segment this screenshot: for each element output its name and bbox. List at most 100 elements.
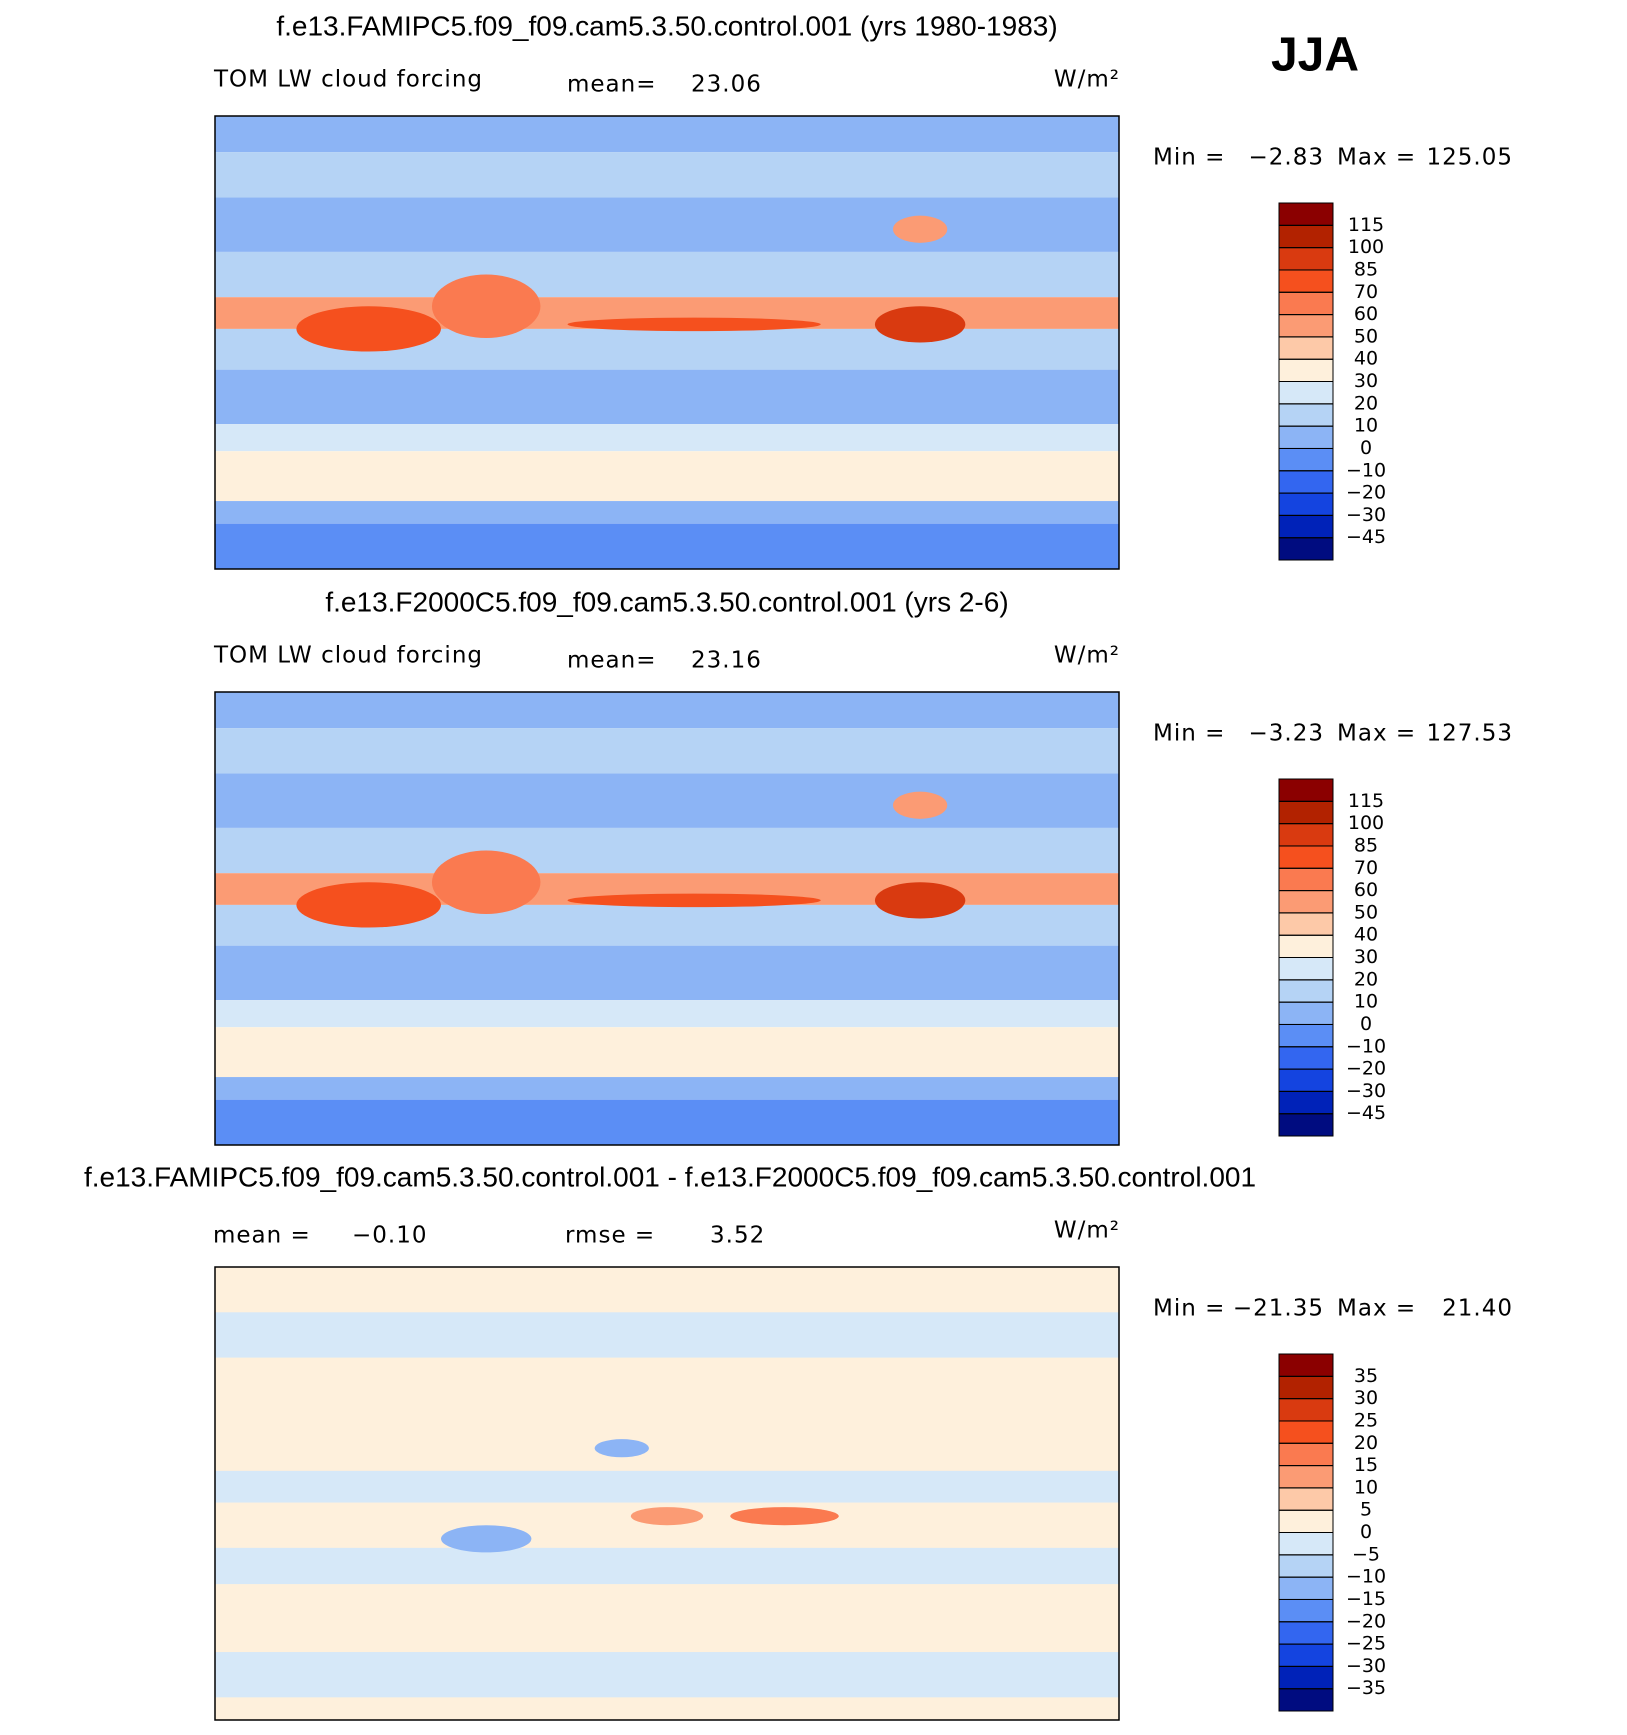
map-band	[215, 728, 1119, 774]
map-band	[215, 1027, 1119, 1078]
max-value: 21.40	[1442, 1296, 1513, 1322]
variable-label: TOM LW cloud forcing	[213, 67, 483, 93]
colorbar-box	[1278, 1532, 1334, 1556]
colorbar-box	[1278, 1554, 1334, 1578]
colorbar-label: 10	[1354, 1476, 1378, 1498]
colorbar-box	[1278, 447, 1334, 472]
colorbar-label: 20	[1354, 968, 1378, 990]
colorbar-box	[1278, 358, 1334, 382]
map-feature	[893, 791, 948, 819]
colorbar-label: 0	[1360, 1013, 1372, 1035]
colorbar-label: −30	[1346, 1655, 1386, 1677]
colorbar-label: 15	[1354, 1454, 1378, 1476]
colorbar-box	[1278, 381, 1334, 405]
colorbar-label: 5	[1360, 1499, 1372, 1521]
colorbar-box	[1278, 1621, 1334, 1645]
colorbar-label: 85	[1354, 258, 1378, 280]
colorbar-box	[1278, 1643, 1334, 1667]
colorbar-label: 115	[1348, 790, 1384, 812]
map-feature	[893, 215, 948, 243]
colorbar-label: 115	[1348, 214, 1384, 236]
colorbar-box	[1278, 1046, 1334, 1070]
colorbar-label: 20	[1354, 1432, 1378, 1454]
colorbar-label: 50	[1354, 901, 1378, 923]
map-feature	[730, 1507, 839, 1526]
max-label: Max =	[1337, 145, 1416, 171]
map-band	[215, 251, 1119, 298]
colorbar-box	[1278, 778, 1334, 802]
colorbar-box	[1278, 1487, 1334, 1511]
colorbar-label: 100	[1348, 236, 1384, 258]
min-value: −21.35	[1233, 1296, 1324, 1322]
map-frame	[214, 115, 1120, 570]
colorbar-box	[1278, 1465, 1334, 1489]
stat-label: mean=	[567, 72, 657, 98]
map-feature	[630, 1507, 704, 1526]
colorbar-label: 60	[1354, 303, 1378, 325]
colorbar-box	[1278, 845, 1334, 869]
colorbar-box	[1278, 247, 1334, 271]
map-feature	[874, 882, 966, 919]
colorbar-label: −15	[1346, 1588, 1386, 1610]
colorbar-label: 85	[1354, 834, 1378, 856]
min-label: Min =	[1153, 145, 1225, 171]
colorbar-label: −45	[1346, 1102, 1386, 1124]
map-frame	[214, 1266, 1120, 1721]
map-band	[215, 424, 1119, 452]
stat-value: 23.16	[691, 648, 762, 674]
colorbar-box	[1278, 1509, 1334, 1533]
colorbar-label: 10	[1354, 991, 1378, 1013]
max-label: Max =	[1337, 1296, 1416, 1322]
colorbar-label: −20	[1346, 482, 1386, 504]
map	[215, 1267, 1119, 1720]
colorbar-label: −45	[1346, 526, 1386, 548]
stat-value: −0.10	[352, 1223, 427, 1249]
map-feature	[594, 1439, 649, 1458]
units: W/m²	[1054, 1218, 1120, 1244]
map-feature	[567, 893, 821, 908]
panel-title: f.e13.F2000C5.f09_f09.cam5.3.50.control.…	[325, 586, 1008, 617]
colorbar-box	[1278, 1113, 1334, 1137]
colorbar-box	[1278, 867, 1334, 892]
colorbar-label: −25	[1346, 1633, 1386, 1655]
panel-title: f.e13.FAMIPC5.f09_f09.cam5.3.50.control.…	[276, 10, 1057, 41]
stat-value: 23.06	[691, 72, 762, 98]
map-band	[215, 1547, 1119, 1585]
variable-label: TOM LW cloud forcing	[213, 643, 483, 669]
map-feature	[296, 306, 441, 352]
colorbar-label: −35	[1346, 1677, 1386, 1699]
colorbar-label: 30	[1354, 1387, 1378, 1409]
colorbar-box	[1278, 1068, 1334, 1092]
colorbar-box	[1278, 1023, 1334, 1048]
colorbar-label: −30	[1346, 1080, 1386, 1102]
colorbar-label: 50	[1354, 325, 1378, 347]
colorbar-box	[1278, 425, 1334, 449]
colorbar-label: 0	[1360, 1521, 1372, 1543]
map-band	[215, 1000, 1119, 1028]
colorbar-box	[1278, 1375, 1334, 1400]
colorbar-box	[1278, 336, 1334, 360]
colorbar-label: 30	[1354, 946, 1378, 968]
colorbar-box	[1278, 1090, 1334, 1115]
map	[215, 116, 1119, 569]
colorbar-label: 70	[1354, 281, 1378, 303]
colorbar-label: 70	[1354, 857, 1378, 879]
map-band	[215, 116, 1119, 153]
colorbar-label: 40	[1354, 924, 1378, 946]
colorbar-box	[1278, 291, 1334, 316]
map-frame	[214, 691, 1120, 1146]
colorbar-box	[1278, 979, 1334, 1003]
colorbar-label: −20	[1346, 1058, 1386, 1080]
units: W/m²	[1054, 67, 1120, 93]
map	[215, 692, 1119, 1145]
colorbar-label: −10	[1346, 459, 1386, 481]
colorbar-box	[1278, 1442, 1334, 1467]
colorbar-label: 30	[1354, 370, 1378, 392]
colorbar-box	[1278, 314, 1334, 338]
colorbar-box	[1278, 1665, 1334, 1690]
colorbar-box	[1278, 403, 1334, 427]
stat-value: 3.52	[710, 1223, 765, 1249]
colorbar-box	[1278, 470, 1334, 494]
colorbar-box	[1278, 890, 1334, 914]
map-feature	[431, 850, 541, 914]
